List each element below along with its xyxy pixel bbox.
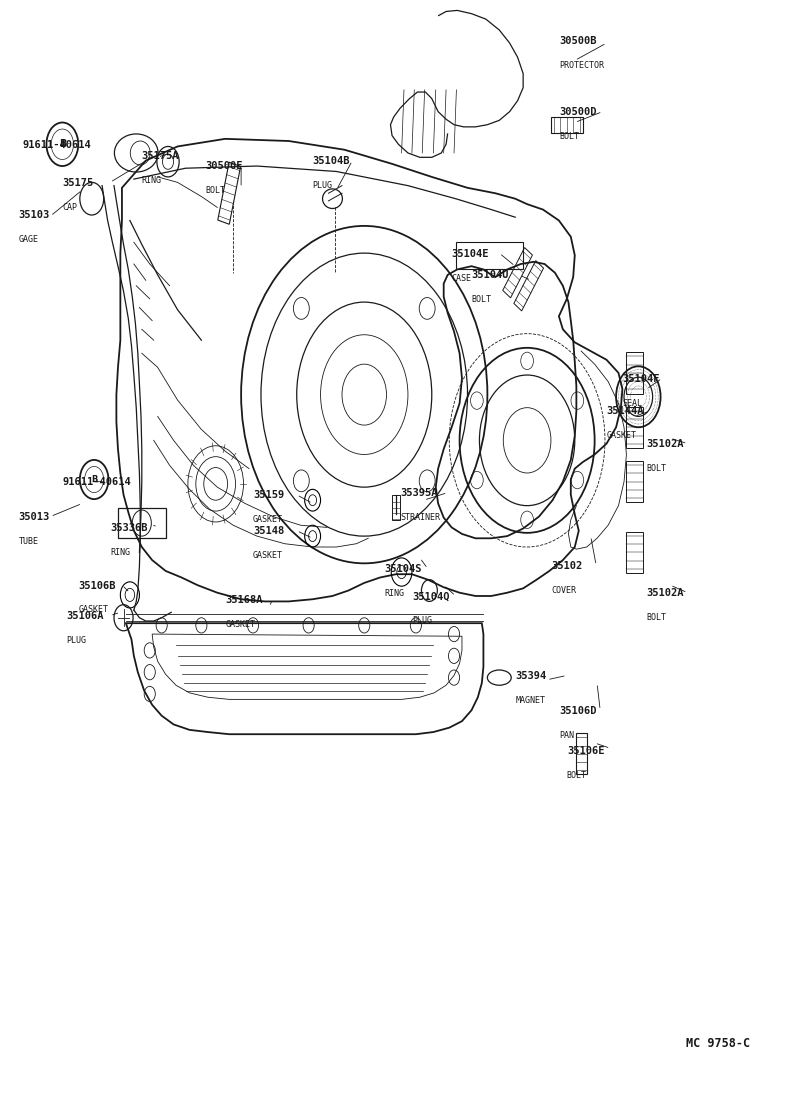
Bar bbox=[514, 260, 543, 311]
Text: BOLT: BOLT bbox=[646, 464, 666, 473]
Text: GASKET: GASKET bbox=[253, 551, 283, 560]
Text: BOLT: BOLT bbox=[646, 613, 666, 622]
Bar bbox=[626, 532, 643, 573]
Text: 35104U: 35104U bbox=[471, 270, 509, 280]
Text: 30500D: 30500D bbox=[559, 107, 596, 117]
Text: RING: RING bbox=[110, 548, 130, 557]
Bar bbox=[502, 247, 533, 298]
Text: CAP: CAP bbox=[62, 202, 78, 212]
Text: PLUG: PLUG bbox=[66, 636, 86, 645]
Bar bbox=[626, 407, 643, 447]
Text: 35106B: 35106B bbox=[78, 581, 116, 591]
Text: 35168A: 35168A bbox=[226, 595, 262, 605]
Text: 35013: 35013 bbox=[18, 512, 50, 522]
Bar bbox=[626, 461, 643, 502]
Text: 35104Q: 35104Q bbox=[412, 592, 450, 602]
Text: GASKET: GASKET bbox=[78, 605, 108, 615]
Text: PROTECTOR: PROTECTOR bbox=[559, 61, 604, 70]
Text: COVER: COVER bbox=[551, 586, 576, 595]
Text: 35148: 35148 bbox=[253, 526, 284, 536]
Text: MC 9758-C: MC 9758-C bbox=[686, 1037, 750, 1050]
Bar bbox=[218, 162, 241, 224]
Text: GASKET: GASKET bbox=[253, 515, 283, 524]
Text: 91611-40614: 91611-40614 bbox=[22, 140, 91, 150]
Text: SEAL: SEAL bbox=[622, 398, 642, 408]
Text: 35104F: 35104F bbox=[622, 374, 660, 384]
Text: 35104B: 35104B bbox=[313, 156, 350, 166]
Text: 35102: 35102 bbox=[551, 561, 582, 571]
Text: B: B bbox=[58, 139, 66, 149]
Bar bbox=[118, 508, 166, 538]
Text: PAN: PAN bbox=[559, 731, 574, 740]
Bar bbox=[551, 117, 582, 132]
Text: 35144A: 35144A bbox=[606, 406, 644, 417]
Text: RING: RING bbox=[142, 175, 162, 185]
Text: TUBE: TUBE bbox=[18, 537, 38, 546]
Text: PLUG: PLUG bbox=[412, 616, 432, 626]
Text: 35175A: 35175A bbox=[142, 151, 179, 161]
Text: 35159: 35159 bbox=[253, 490, 284, 500]
Text: 35394: 35394 bbox=[515, 671, 546, 680]
Text: 35104S: 35104S bbox=[384, 565, 422, 574]
Bar bbox=[392, 494, 400, 520]
Text: 35106A: 35106A bbox=[66, 612, 104, 621]
Text: BOLT: BOLT bbox=[567, 771, 587, 780]
Text: CASE: CASE bbox=[452, 274, 472, 282]
Text: RING: RING bbox=[384, 590, 404, 598]
Bar bbox=[456, 242, 523, 269]
Text: 35102A: 35102A bbox=[646, 589, 684, 598]
Text: PLUG: PLUG bbox=[313, 181, 333, 190]
Text: MAGNET: MAGNET bbox=[515, 696, 545, 705]
Text: 35102A: 35102A bbox=[646, 439, 684, 449]
Text: 35106E: 35106E bbox=[567, 746, 604, 756]
Text: 30500E: 30500E bbox=[206, 162, 243, 172]
Bar bbox=[575, 733, 586, 775]
Bar bbox=[626, 352, 643, 394]
Text: 35336B: 35336B bbox=[110, 523, 147, 533]
Text: BOLT: BOLT bbox=[206, 186, 226, 196]
Text: BOLT: BOLT bbox=[559, 132, 579, 141]
Text: GASKET: GASKET bbox=[226, 619, 255, 629]
Text: 35106D: 35106D bbox=[559, 706, 596, 715]
Text: 35395A: 35395A bbox=[400, 488, 438, 498]
Text: 35104E: 35104E bbox=[452, 248, 489, 258]
Text: 35103: 35103 bbox=[18, 210, 50, 221]
Text: STRAINER: STRAINER bbox=[400, 513, 440, 522]
Text: 91611-40614: 91611-40614 bbox=[62, 477, 131, 487]
Text: GASKET: GASKET bbox=[606, 431, 637, 440]
Text: BOLT: BOLT bbox=[471, 295, 491, 304]
Text: B: B bbox=[91, 475, 98, 484]
Text: 35175: 35175 bbox=[62, 178, 94, 188]
Text: GAGE: GAGE bbox=[18, 235, 38, 244]
Text: 30500B: 30500B bbox=[559, 36, 596, 46]
